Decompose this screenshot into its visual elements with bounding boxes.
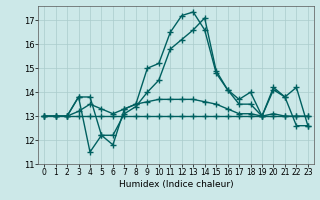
X-axis label: Humidex (Indice chaleur): Humidex (Indice chaleur): [119, 180, 233, 189]
